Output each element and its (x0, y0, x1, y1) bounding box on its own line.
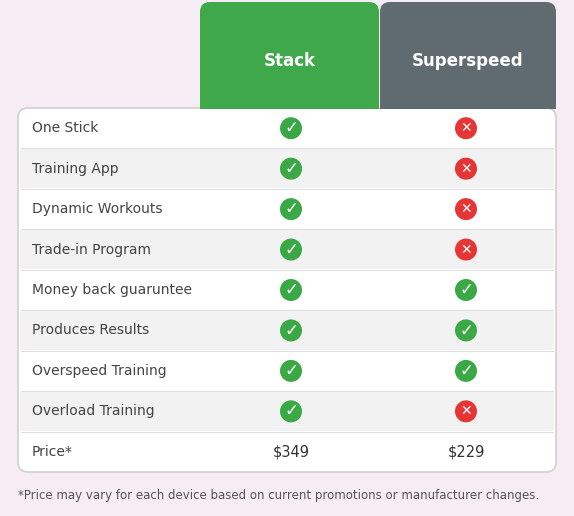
Circle shape (455, 117, 477, 139)
Text: Stack: Stack (263, 52, 316, 70)
Circle shape (280, 158, 302, 180)
Circle shape (455, 400, 477, 422)
Circle shape (280, 238, 302, 261)
Text: ✕: ✕ (460, 121, 472, 135)
Text: ✓: ✓ (459, 321, 473, 340)
Text: ✓: ✓ (284, 321, 298, 340)
FancyBboxPatch shape (200, 2, 379, 108)
Text: Price*: Price* (32, 445, 73, 459)
Text: ✓: ✓ (284, 240, 298, 259)
Text: ✕: ✕ (460, 162, 472, 175)
Circle shape (455, 238, 477, 261)
Text: Trade-in Program: Trade-in Program (32, 243, 151, 256)
FancyBboxPatch shape (380, 2, 556, 108)
Text: ✓: ✓ (459, 281, 473, 299)
Circle shape (455, 198, 477, 220)
Text: ✓: ✓ (284, 200, 298, 218)
Text: ✓: ✓ (284, 281, 298, 299)
Bar (200, 95, 379, 109)
Bar (20, 149, 554, 188)
Text: $229: $229 (447, 444, 484, 459)
Circle shape (280, 279, 302, 301)
Circle shape (455, 279, 477, 301)
Bar (20, 392, 554, 431)
Text: Overspeed Training: Overspeed Training (32, 364, 166, 378)
Text: Overload Training: Overload Training (32, 405, 154, 418)
Circle shape (280, 117, 302, 139)
Circle shape (280, 319, 302, 342)
Bar (380, 95, 556, 109)
Circle shape (280, 400, 302, 422)
Text: ✕: ✕ (460, 202, 472, 216)
Bar (20, 311, 554, 350)
Text: ✓: ✓ (284, 362, 298, 380)
Text: ✓: ✓ (284, 119, 298, 137)
Bar (20, 230, 554, 269)
Text: Money back guaruntee: Money back guaruntee (32, 283, 192, 297)
Text: Training App: Training App (32, 162, 119, 175)
Text: $349: $349 (273, 444, 309, 459)
Text: *Price may vary for each device based on current promotions or manufacturer chan: *Price may vary for each device based on… (18, 490, 539, 503)
Text: Produces Results: Produces Results (32, 324, 149, 337)
Circle shape (455, 158, 477, 180)
FancyBboxPatch shape (18, 108, 556, 472)
Text: ✓: ✓ (284, 159, 298, 178)
Circle shape (280, 198, 302, 220)
Text: One Stick: One Stick (32, 121, 98, 135)
Text: Dynamic Workouts: Dynamic Workouts (32, 202, 162, 216)
Text: Superspeed: Superspeed (412, 52, 524, 70)
Circle shape (455, 360, 477, 382)
Text: ✓: ✓ (284, 402, 298, 421)
Text: ✕: ✕ (460, 405, 472, 418)
Circle shape (455, 319, 477, 342)
Text: ✓: ✓ (459, 362, 473, 380)
Circle shape (280, 360, 302, 382)
Text: ✕: ✕ (460, 243, 472, 256)
